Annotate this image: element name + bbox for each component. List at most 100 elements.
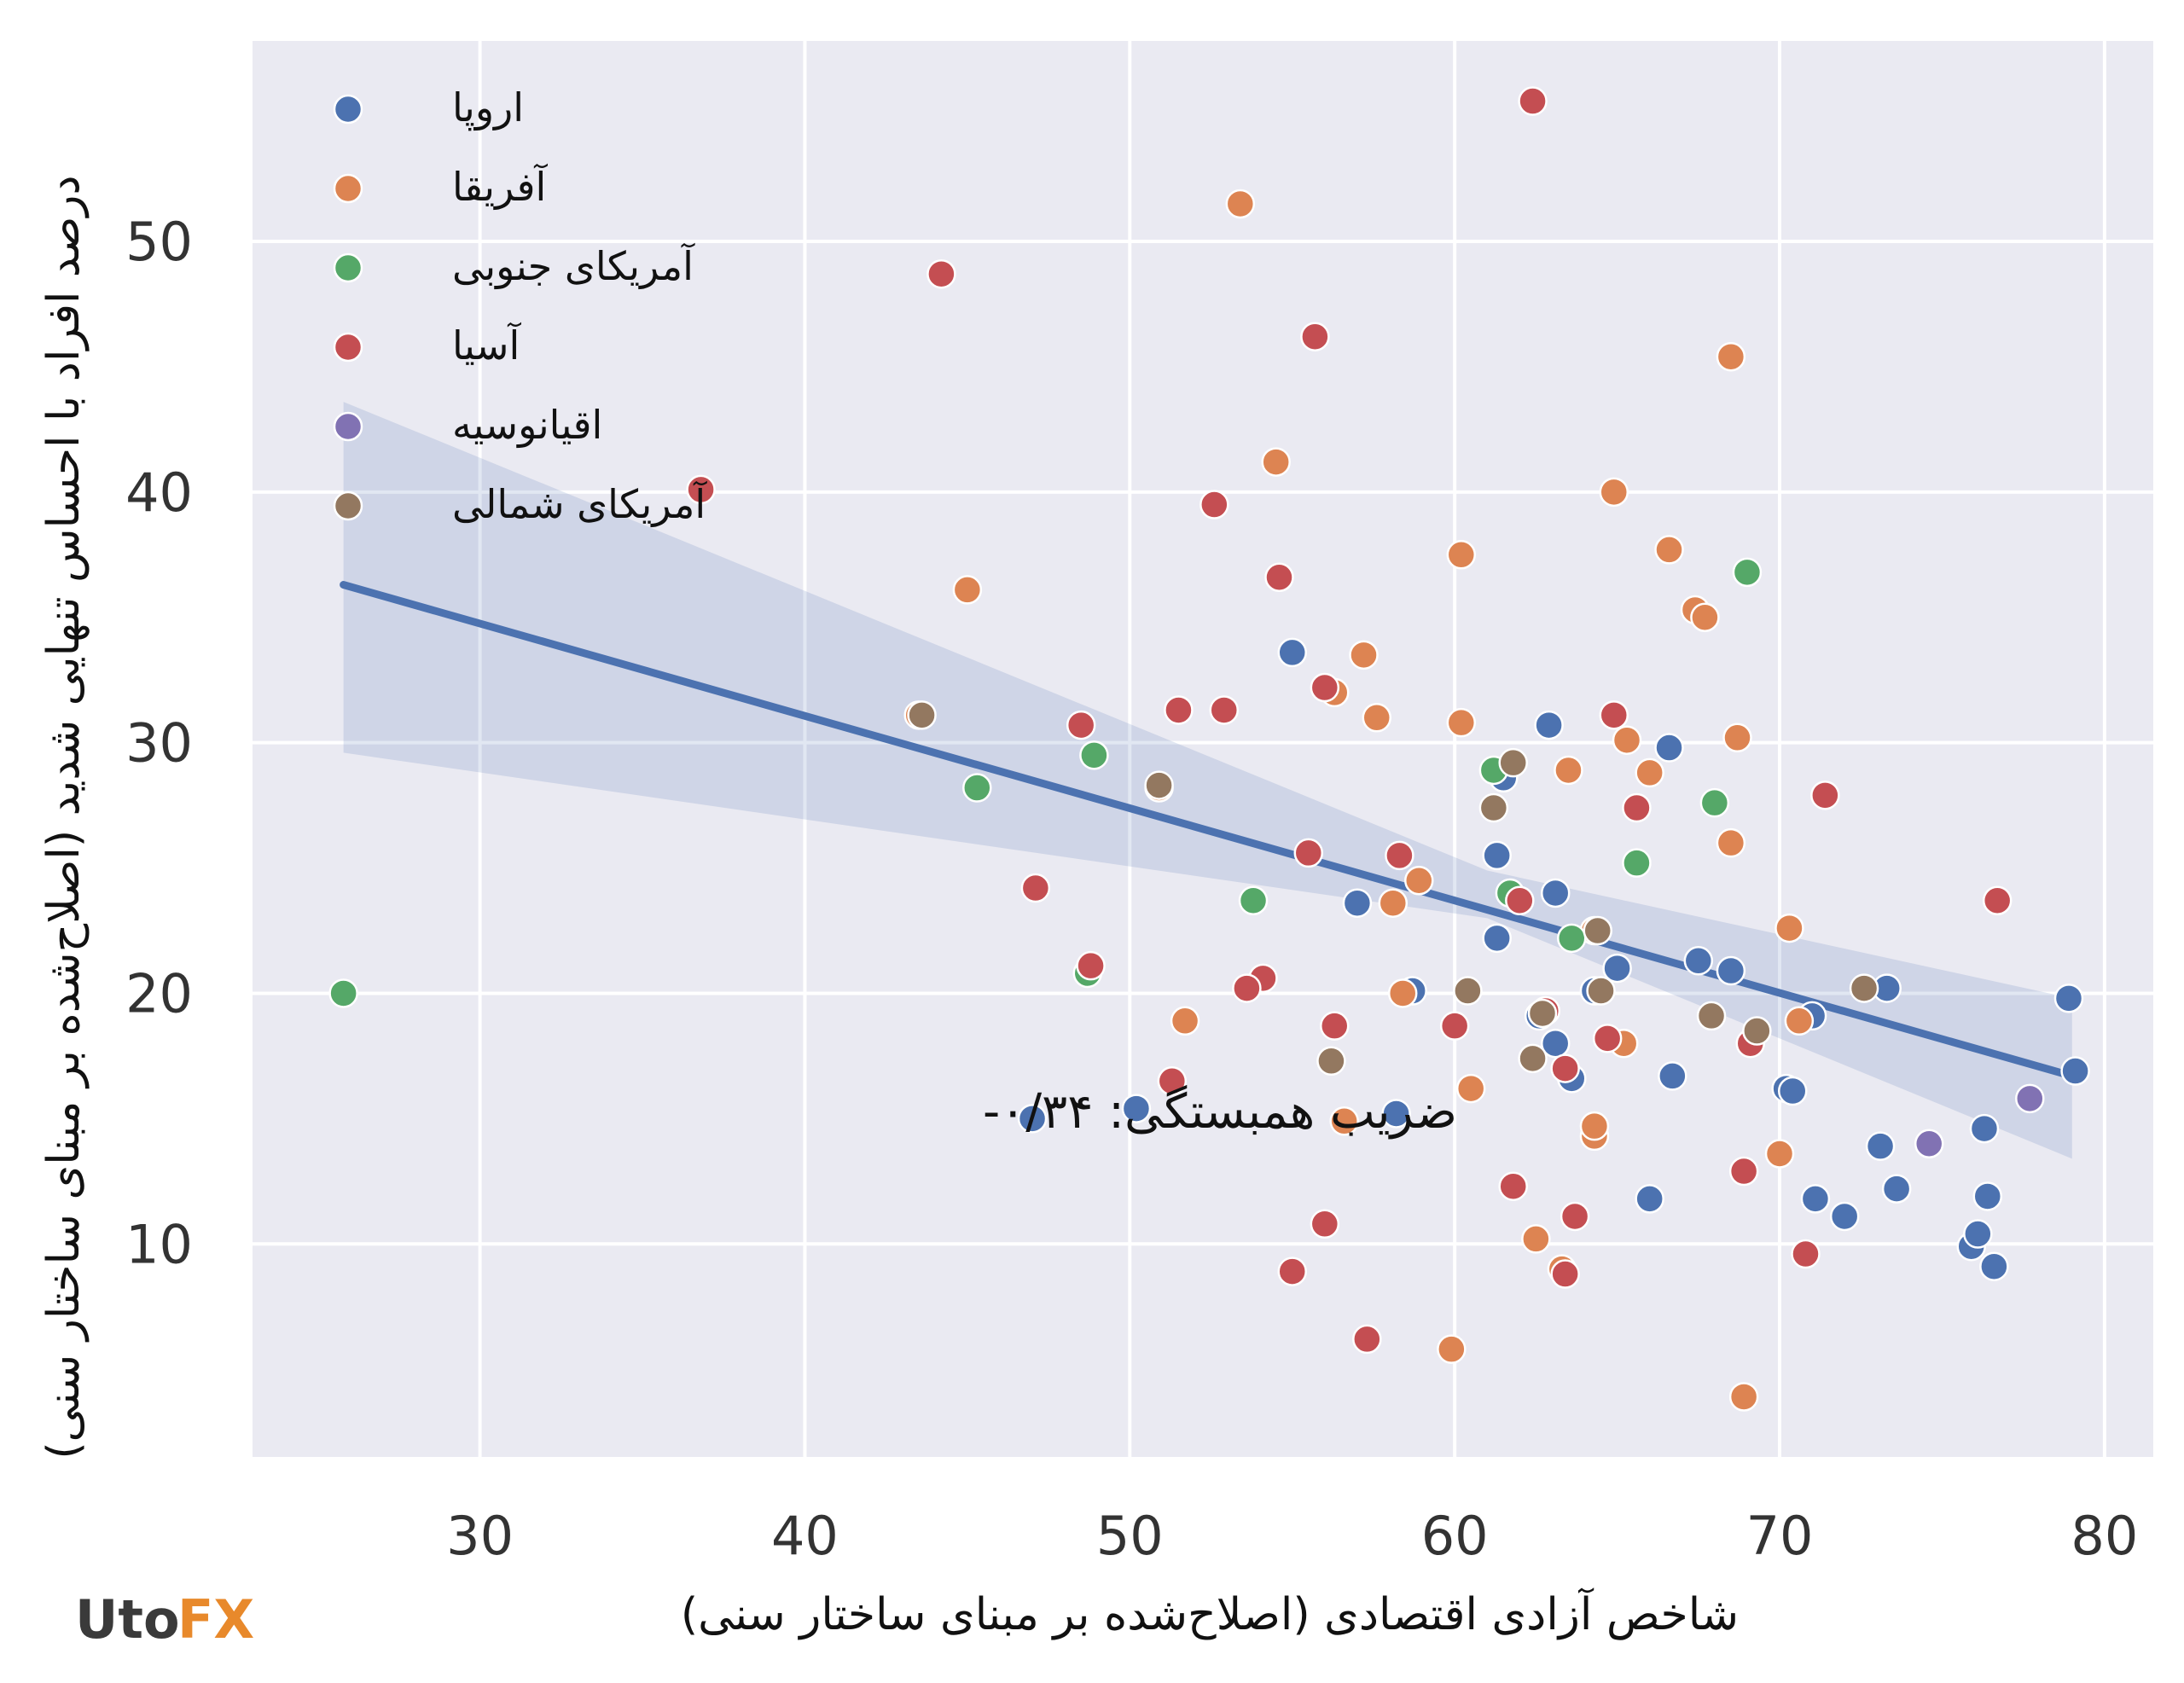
data-point: [1518, 1043, 1548, 1074]
data-point: [1527, 998, 1558, 1029]
data-point: [1696, 1001, 1727, 1031]
data-point: [1310, 1209, 1340, 1239]
data-point: [1622, 848, 1652, 878]
x-tick-label: 30: [446, 1505, 514, 1567]
logo-text-right: FX: [177, 1588, 254, 1651]
data-point: [1963, 1219, 1993, 1249]
regression-line: [340, 581, 2077, 1080]
correlation-annotation: ضریب همبستگی: ۰/۳۴-: [983, 1084, 1457, 1140]
data-point: [328, 978, 358, 1008]
legend-marker: [333, 173, 363, 204]
data-point: [1728, 1382, 1759, 1412]
data-point: [1635, 1184, 1664, 1214]
data-point: [1264, 562, 1294, 592]
data-point: [1362, 703, 1392, 733]
data-point: [1453, 976, 1483, 1006]
regression-confidence-band: [343, 402, 2072, 1159]
data-point: [1829, 1201, 1860, 1232]
data-point: [1764, 1139, 1795, 1169]
legend-label: آفریقا: [452, 164, 548, 211]
data-point: [1381, 1099, 1411, 1129]
legend-marker: [333, 411, 363, 442]
data-point: [1349, 640, 1379, 670]
data-point: [1352, 1324, 1382, 1355]
data-point: [1592, 1024, 1623, 1053]
data-point: [1534, 710, 1564, 740]
data-point: [1498, 1171, 1528, 1201]
data-point: [1583, 915, 1612, 946]
x-tick-labels: 30 40 50 60 70 80: [446, 1505, 2138, 1567]
data-point: [952, 575, 983, 605]
data-point: [1518, 86, 1548, 116]
y-tick-label: 20: [125, 962, 193, 1024]
data-point: [1505, 885, 1535, 916]
data-point: [1635, 757, 1664, 788]
data-point: [1599, 700, 1629, 730]
data-point: [1164, 695, 1194, 725]
data-point: [686, 474, 716, 505]
series-5: [907, 700, 1879, 1077]
y-tick-label: 10: [125, 1213, 193, 1275]
y-axis-title: درصد افراد با احساس تنهایی شدید (اصلاح‌ش…: [38, 175, 90, 1459]
data-point: [1791, 1239, 1821, 1269]
data-point: [1385, 840, 1414, 871]
data-point: [1699, 787, 1730, 818]
y-tick-labels: 10 20 30 40 50: [125, 211, 193, 1275]
series-0: [1017, 637, 2090, 1281]
data-point: [1849, 973, 1879, 1003]
data-point: [1550, 1259, 1580, 1289]
data-point: [1300, 322, 1330, 351]
data-point: [1329, 1106, 1359, 1136]
legend-label: آسیا: [452, 322, 521, 369]
y-tick-label: 50: [125, 211, 193, 273]
data-point: [1982, 885, 2013, 916]
legend-marker: [333, 490, 363, 521]
y-tick-label: 40: [125, 461, 193, 524]
data-point: [1478, 792, 1509, 823]
x-axis-title: شاخص آزادی اقتصادی (اصلاح‌شده بر مبنای س…: [681, 1587, 1739, 1640]
data-point: [1342, 888, 1373, 918]
data-point: [1654, 535, 1684, 565]
data-point: [1654, 733, 1684, 763]
data-point: [1121, 1094, 1152, 1123]
data-point: [1716, 827, 1746, 858]
data-points: [328, 86, 2090, 1412]
data-point: [1722, 723, 1752, 753]
data-point: [962, 773, 992, 803]
data-point: [1277, 637, 1307, 668]
y-tick-label: 30: [125, 712, 193, 775]
data-point: [1310, 672, 1340, 703]
data-point: [1690, 602, 1720, 633]
data-point: [1969, 1113, 2000, 1144]
data-point: [1560, 1201, 1590, 1232]
data-point: [1293, 838, 1324, 868]
x-tick-label: 80: [2071, 1505, 2138, 1567]
data-point: [1437, 1334, 1467, 1364]
data-point: [1622, 792, 1652, 823]
x-tick-label: 60: [1421, 1505, 1489, 1567]
grid-lines: [253, 41, 2153, 1457]
data-point: [1540, 878, 1571, 908]
data-point: [1550, 1053, 1580, 1083]
legend-label: اقیانوسیه: [452, 402, 602, 449]
data-point: [2015, 1083, 2045, 1114]
legend-marker: [333, 332, 363, 363]
data-point: [1225, 189, 1256, 219]
data-point: [1810, 781, 1840, 810]
data-point: [1599, 477, 1629, 508]
data-point: [2053, 984, 2084, 1013]
data-point: [1209, 695, 1240, 725]
data-point: [1716, 955, 1746, 986]
data-point: [1784, 1006, 1815, 1036]
data-point: [1540, 1028, 1571, 1059]
data-point: [2060, 1056, 2090, 1086]
data-point: [1170, 1006, 1200, 1036]
regression-line-group: [340, 581, 2077, 1080]
data-point: [1586, 976, 1616, 1006]
data-point: [1238, 885, 1269, 916]
data-point: [1387, 978, 1418, 1008]
legend-label: آمریکای جنوبی: [452, 243, 695, 290]
data-point: [1602, 953, 1632, 984]
data-point: [1728, 1156, 1759, 1187]
